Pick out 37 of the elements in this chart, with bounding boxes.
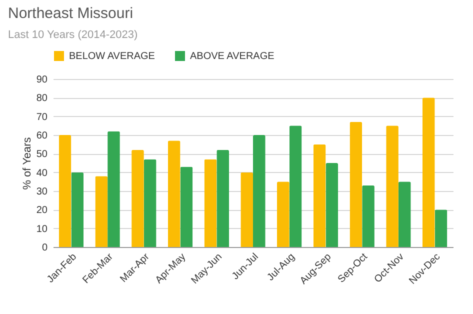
bar — [132, 150, 144, 247]
y-tick-label: 50 — [36, 149, 48, 160]
chart-title: Northeast Missouri — [8, 5, 134, 22]
bar — [362, 185, 374, 247]
bar — [289, 126, 302, 247]
bar — [95, 176, 108, 247]
bar — [240, 172, 253, 247]
bar — [216, 150, 229, 247]
bar — [204, 159, 217, 247]
y-axis-title: % of Years — [21, 136, 34, 190]
y-tick-label: 90 — [36, 74, 48, 86]
bar — [422, 98, 435, 247]
chart-subtitle: Last 10 Years (2014-2023) — [8, 29, 138, 41]
bar — [144, 159, 156, 247]
y-tick-label: 10 — [36, 224, 48, 235]
bar — [253, 135, 266, 247]
bar — [313, 144, 326, 247]
bar — [386, 126, 398, 247]
bar — [277, 182, 290, 247]
bar — [58, 135, 72, 247]
bar — [434, 210, 448, 247]
bar — [350, 122, 362, 247]
legend-label: ABOVE AVERAGE — [190, 51, 275, 62]
bar — [168, 140, 180, 247]
y-tick-label: 60 — [36, 130, 48, 142]
y-tick-label: 0 — [42, 242, 48, 254]
y-tick-label: 40 — [36, 168, 48, 179]
bar — [326, 163, 338, 247]
legend-label: BELOW AVERAGE — [69, 51, 156, 62]
bar — [71, 172, 84, 247]
y-tick-label: 80 — [36, 93, 48, 104]
y-tick-label: 20 — [36, 205, 48, 216]
y-tick-label: 30 — [36, 186, 48, 198]
bar — [180, 166, 193, 247]
y-tick-label: 70 — [36, 112, 48, 123]
bar — [108, 131, 120, 247]
bar — [398, 182, 411, 247]
